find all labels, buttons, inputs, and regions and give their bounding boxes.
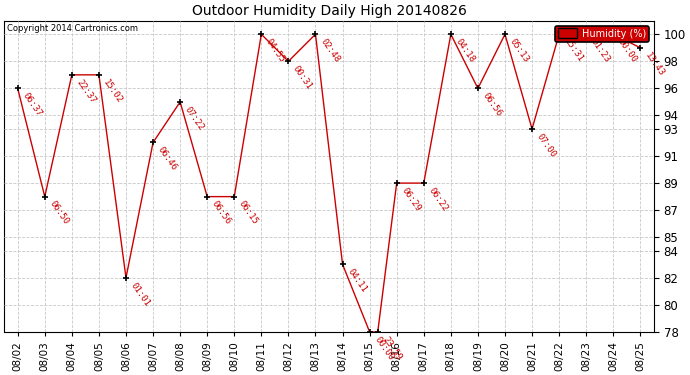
Text: 06:37: 06:37 [21, 91, 43, 118]
Text: 00:00: 00:00 [616, 37, 639, 64]
Text: 01:23: 01:23 [589, 37, 612, 64]
Text: Copyright 2014 Cartronics.com: Copyright 2014 Cartronics.com [8, 24, 139, 33]
Text: 04:55: 04:55 [264, 37, 287, 64]
Text: 04:11: 04:11 [345, 267, 368, 294]
Text: 06:15: 06:15 [237, 200, 260, 226]
Text: 06:56: 06:56 [210, 200, 233, 226]
Text: 07:00: 07:00 [535, 132, 558, 159]
Text: 00:31: 00:31 [291, 64, 314, 91]
Text: 01:01: 01:01 [129, 280, 152, 308]
Text: 06:56: 06:56 [481, 91, 504, 118]
Title: Outdoor Humidity Daily High 20140826: Outdoor Humidity Daily High 20140826 [192, 4, 466, 18]
Text: 06:29: 06:29 [400, 186, 422, 213]
Text: 15:31: 15:31 [562, 37, 584, 64]
Text: 04:18: 04:18 [453, 37, 476, 64]
Text: 22:37: 22:37 [75, 78, 97, 105]
Text: 15:02: 15:02 [101, 78, 124, 105]
Text: 23:59: 23:59 [380, 335, 404, 362]
Text: 05:13: 05:13 [508, 37, 531, 64]
Text: 07:22: 07:22 [183, 105, 206, 132]
Text: 02:48: 02:48 [318, 37, 341, 64]
Text: 06:22: 06:22 [426, 186, 449, 213]
Text: 06:46: 06:46 [156, 145, 179, 172]
Legend: Humidity (%): Humidity (%) [555, 26, 649, 42]
Text: 06:50: 06:50 [48, 200, 70, 226]
Text: 13:43: 13:43 [643, 51, 666, 78]
Text: 00:00: 00:00 [373, 335, 395, 362]
